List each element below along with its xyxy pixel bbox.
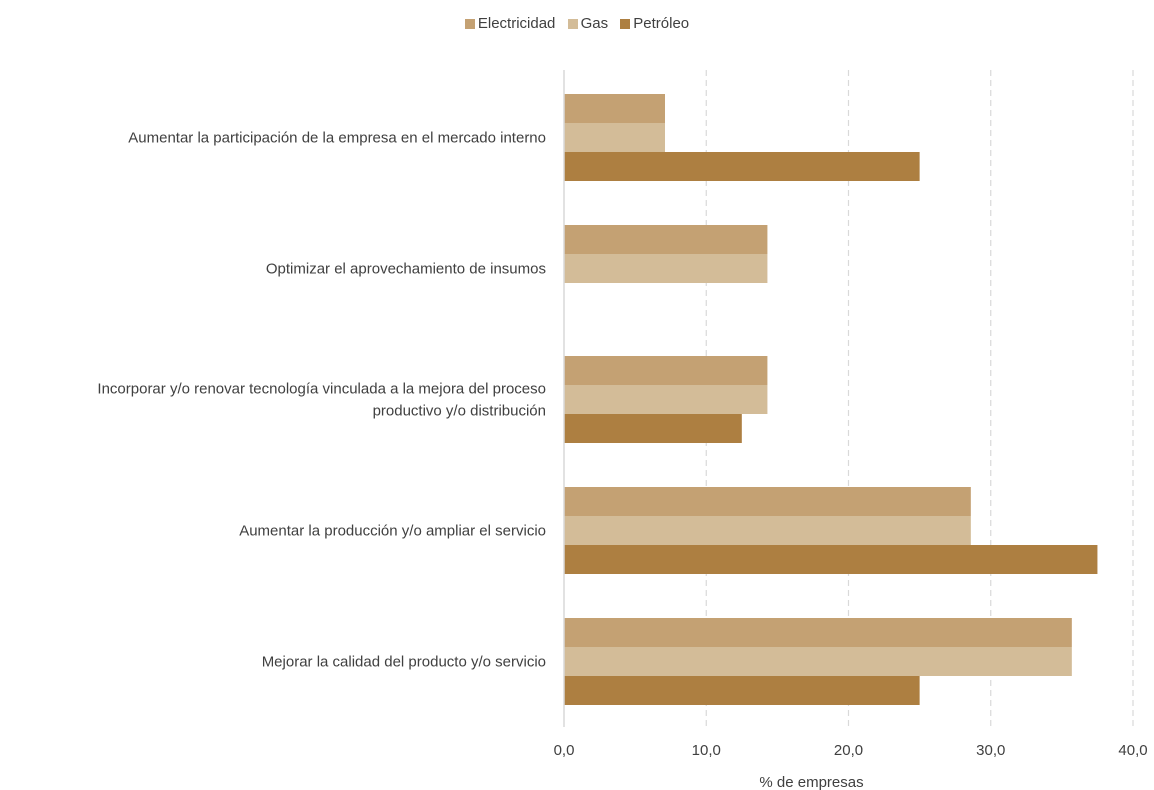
x-axis-title: % de empresas (759, 774, 863, 790)
bar-electricidad-2 (564, 356, 768, 385)
bar-gas-1 (564, 254, 768, 283)
tick-label-3: 30,0 (976, 742, 1005, 759)
category-label-2-line-0: Incorporar y/o renovar tecnología vincul… (97, 381, 546, 398)
category-label-0: Aumentar la participación de la empresa … (128, 130, 546, 147)
tick-label-1: 10,0 (692, 742, 721, 759)
legend-label-petroleo: Petróleo (633, 15, 690, 32)
bar-gas-2 (564, 385, 768, 414)
bar-petrleo-2 (564, 414, 742, 443)
bar-gas-3 (564, 516, 971, 545)
category-label-2-line-1: productivo y/o distribución (373, 403, 546, 420)
tick-label-4: 40,0 (1118, 742, 1147, 759)
category-label-3: Aumentar la producción y/o ampliar el se… (239, 523, 546, 540)
category-label-4: Mejorar la calidad del producto y/o serv… (262, 654, 546, 671)
legend-item-petroleo: Petróleo (620, 15, 689, 32)
bar-petrleo-3 (564, 545, 1098, 574)
legend-label-electricidad: Electricidad (477, 15, 556, 32)
bar-electricidad-0 (564, 94, 665, 123)
category-label-1: Optimizar el aprovechamiento de insumos (266, 261, 546, 278)
tick-label-2: 20,0 (834, 742, 863, 759)
legend-swatch-petroleo (620, 18, 631, 29)
bar-petrleo-4 (564, 676, 920, 705)
bar-electricidad-3 (564, 487, 971, 516)
bar-petrleo-0 (564, 152, 920, 181)
bar-gas-4 (564, 647, 1072, 676)
legend-swatch-gas (567, 18, 578, 29)
bar-electricidad-1 (564, 225, 768, 254)
bar-electricidad-4 (564, 618, 1072, 647)
legend-item-electricidad: Electricidad (464, 15, 556, 32)
legend-label-gas: Gas (580, 15, 609, 32)
bar-gas-0 (564, 123, 665, 152)
tick-label-0: 0,0 (554, 742, 575, 759)
legend-swatch-electricidad (464, 18, 475, 29)
legend-item-gas: Gas (567, 15, 609, 32)
legend: Electricidad Gas Petróleo (0, 15, 1154, 33)
